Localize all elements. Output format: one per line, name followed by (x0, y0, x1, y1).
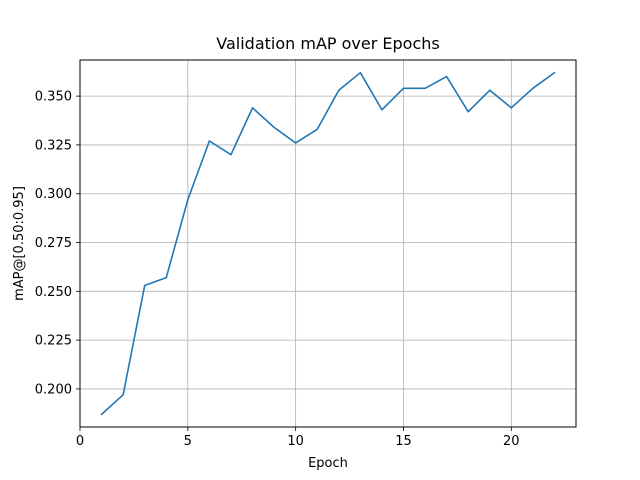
y-tick-label: 0.350 (35, 90, 72, 105)
y-tick-label: 0.250 (35, 285, 72, 300)
y-tick-label: 0.300 (35, 187, 72, 202)
y-tick-label: 0.275 (35, 236, 72, 251)
x-tick-label: 10 (287, 434, 304, 449)
x-axis-label: Epoch (308, 456, 348, 471)
x-tick-label: 5 (184, 434, 192, 449)
chart-title: Validation mAP over Epochs (216, 34, 439, 53)
y-axis-label: mAP@[0.50:0.95] (12, 186, 27, 301)
series-layer (100, 71, 556, 416)
y-tick-label: 0.325 (35, 138, 72, 153)
x-axis-ticks: 0 5 10 15 20 (76, 427, 520, 449)
x-tick-label: 0 (76, 434, 84, 449)
y-tick-label: 0.200 (35, 382, 72, 397)
x-tick-label: 15 (395, 434, 412, 449)
series-line (100, 71, 556, 416)
y-axis-ticks: 0.200 0.225 0.250 0.275 0.300 0.325 0.350 (35, 90, 80, 397)
x-tick-label: 20 (503, 434, 520, 449)
grid (79, 60, 576, 427)
axes-frame (79, 59, 577, 428)
y-tick-label: 0.225 (35, 334, 72, 349)
